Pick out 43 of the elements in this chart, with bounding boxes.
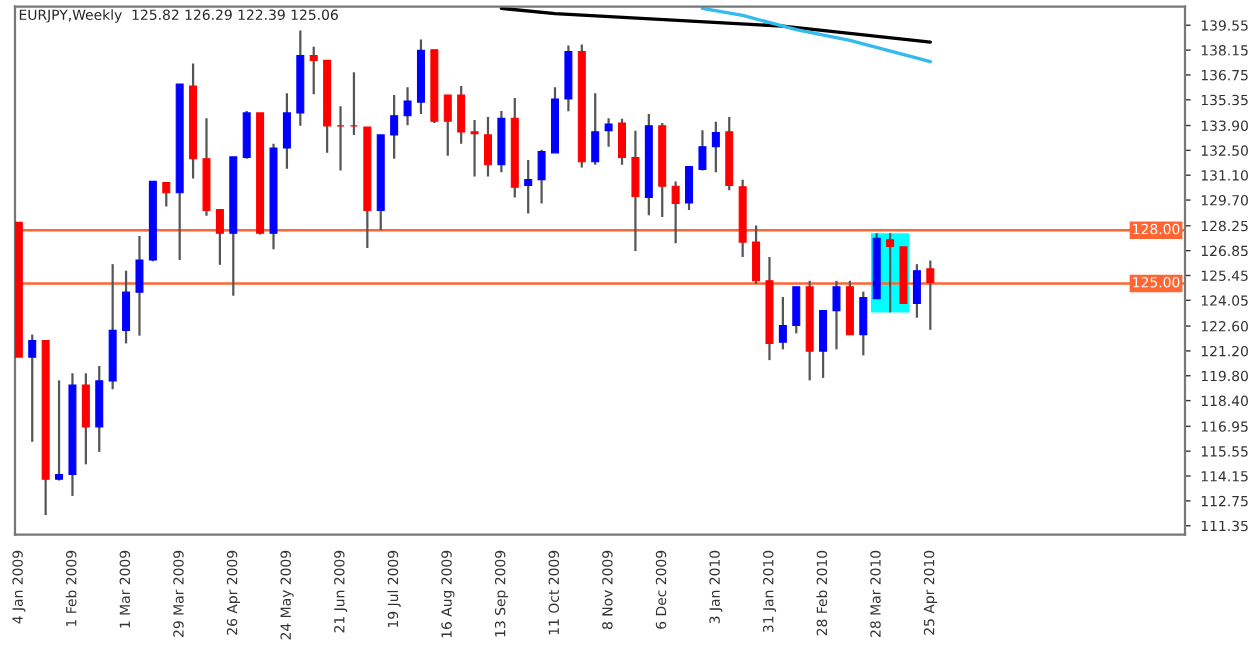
- candlestick: [524, 158, 533, 215]
- candlestick: [135, 234, 144, 337]
- candlestick: [698, 129, 707, 172]
- candlestick: [819, 309, 828, 379]
- candlestick: [859, 290, 868, 357]
- candlestick: [591, 92, 600, 166]
- candlestick: [309, 45, 318, 96]
- candlestick: [282, 92, 291, 170]
- candlestick: [618, 117, 627, 166]
- candlestick: [81, 372, 90, 466]
- candlestick: [711, 120, 720, 174]
- candlestick: [604, 117, 613, 148]
- candlestick: [752, 224, 761, 285]
- candlestick: [564, 44, 573, 113]
- candlestick: [443, 93, 452, 157]
- candlestick: [792, 285, 801, 335]
- candlestick: [685, 165, 694, 212]
- candlestick: [28, 333, 37, 443]
- candlestick: [336, 105, 345, 172]
- candlestick: [926, 259, 935, 331]
- candlestick: [162, 181, 171, 208]
- candlestick: [403, 86, 412, 127]
- line-series: [499, 6, 932, 44]
- candlestick: [457, 85, 466, 145]
- candlestick: [778, 295, 787, 351]
- candlestick: [390, 93, 399, 160]
- candlestick: [537, 148, 546, 205]
- candlestick: [671, 180, 680, 245]
- candlestick: [349, 71, 358, 137]
- candlestick: [95, 364, 104, 453]
- candlestick: [497, 109, 506, 174]
- candlestick: [470, 118, 479, 178]
- candlestick: [631, 129, 640, 253]
- candlestick: [122, 269, 131, 345]
- candlestick: [483, 115, 492, 178]
- candlestick: [215, 208, 224, 266]
- candlestick: [55, 379, 64, 482]
- candlestick: [845, 279, 854, 336]
- line-series: [700, 6, 932, 64]
- candlestick: [832, 279, 841, 351]
- candlestick: [242, 109, 251, 160]
- candlestick: [886, 232, 895, 314]
- candlestick: [912, 263, 921, 319]
